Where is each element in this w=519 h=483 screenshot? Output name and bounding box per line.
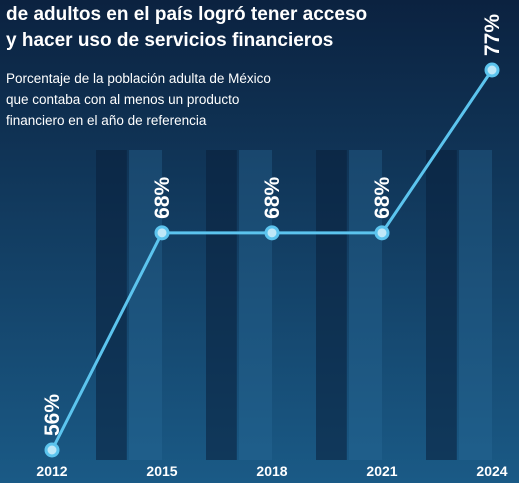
column-band — [426, 150, 457, 460]
point — [44, 442, 60, 458]
column-band — [206, 150, 237, 460]
subtitle: que contaba con al menos un producto — [6, 92, 239, 107]
data-label: 77% — [481, 14, 504, 56]
chart-title: de adultos en el país logró tener acceso — [6, 4, 367, 25]
column-band — [129, 150, 162, 460]
column-band — [459, 150, 492, 460]
point — [484, 62, 500, 78]
point — [154, 225, 170, 241]
subtitle: financiero en el año de referencia — [6, 113, 207, 128]
point — [264, 225, 280, 241]
x-tick-label: 2021 — [366, 463, 397, 479]
subtitle: Porcentaje de la población adulta de Méx… — [6, 71, 271, 86]
column-band — [239, 150, 272, 460]
column-band — [96, 150, 127, 460]
data-label: 68% — [371, 176, 394, 218]
x-tick-label: 2012 — [36, 463, 67, 479]
x-tick-label: 2015 — [146, 463, 177, 479]
data-label: 68% — [151, 176, 174, 218]
data-label: 68% — [261, 176, 284, 218]
column-band — [316, 150, 347, 460]
x-tick-label: 2024 — [476, 463, 507, 479]
x-tick-label: 2018 — [256, 463, 287, 479]
data-label: 56% — [41, 394, 64, 436]
point — [374, 225, 390, 241]
chart-title: y hacer uso de servicios financieros — [6, 30, 333, 51]
column-band — [349, 150, 382, 460]
